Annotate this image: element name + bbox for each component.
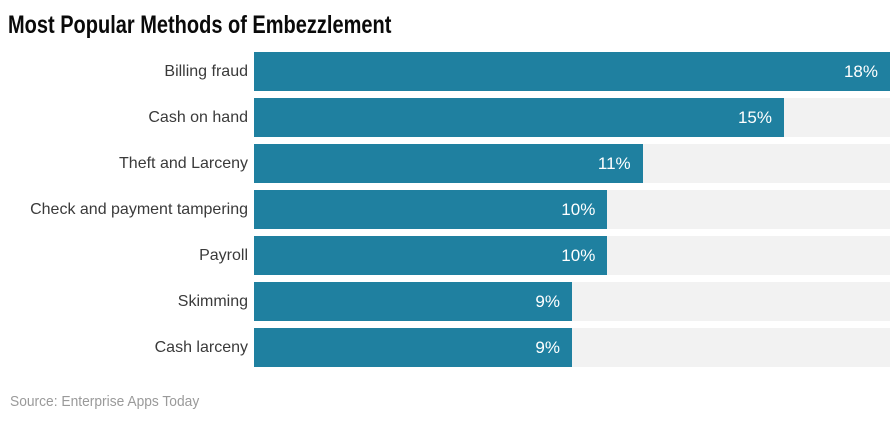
bar-row: Skimming 9% xyxy=(0,282,890,321)
chart-title: Most Popular Methods of Embezzlement xyxy=(8,8,896,42)
category-label: Skimming xyxy=(177,292,248,310)
value-label: 9% xyxy=(535,291,560,311)
bar: 18% xyxy=(254,52,890,91)
category-label: Payroll xyxy=(199,246,248,264)
bar: 10% xyxy=(254,190,608,229)
bar-track: 15% xyxy=(254,98,890,137)
bar: 10% xyxy=(254,236,608,275)
bar-row: Payroll 10% xyxy=(0,236,890,275)
bar: 9% xyxy=(254,328,572,367)
bar: 9% xyxy=(254,282,572,321)
value-label: 11% xyxy=(597,153,631,173)
chart-title-text: Most Popular Methods of Embezzlement xyxy=(8,11,392,39)
source-caption: Source: Enterprise Apps Today xyxy=(10,393,896,410)
category-label: Cash on hand xyxy=(148,108,248,126)
bar: 15% xyxy=(254,98,784,137)
bar: 11% xyxy=(254,144,643,183)
bar-row: Check and payment tampering 10% xyxy=(0,190,890,229)
bar-track: 18% xyxy=(254,52,890,91)
value-label: 10% xyxy=(561,199,596,219)
bar-track: 10% xyxy=(254,190,890,229)
category-label: Billing fraud xyxy=(164,62,248,80)
bar-track: 9% xyxy=(254,282,890,321)
bar-row: Billing fraud 18% xyxy=(0,52,890,91)
category-label: Check and payment tampering xyxy=(30,200,248,218)
bar-track: 10% xyxy=(254,236,890,275)
bar-row: Cash larceny 9% xyxy=(0,328,890,367)
value-label: 9% xyxy=(535,337,560,357)
bar-chart: Billing fraud 18% Cash on hand 15% Theft and… xyxy=(0,52,896,367)
value-label: 10% xyxy=(561,245,596,265)
value-label: 15% xyxy=(737,107,772,127)
value-label: 18% xyxy=(843,61,878,81)
category-label: Theft and Larceny xyxy=(119,154,248,172)
bar-row: Theft and Larceny 11% xyxy=(0,144,890,183)
bar-track: 9% xyxy=(254,328,890,367)
bar-track: 11% xyxy=(254,144,890,183)
bar-row: Cash on hand 15% xyxy=(0,98,890,137)
category-label: Cash larceny xyxy=(154,338,248,356)
source-caption-text: Source: Enterprise Apps Today xyxy=(10,393,200,410)
